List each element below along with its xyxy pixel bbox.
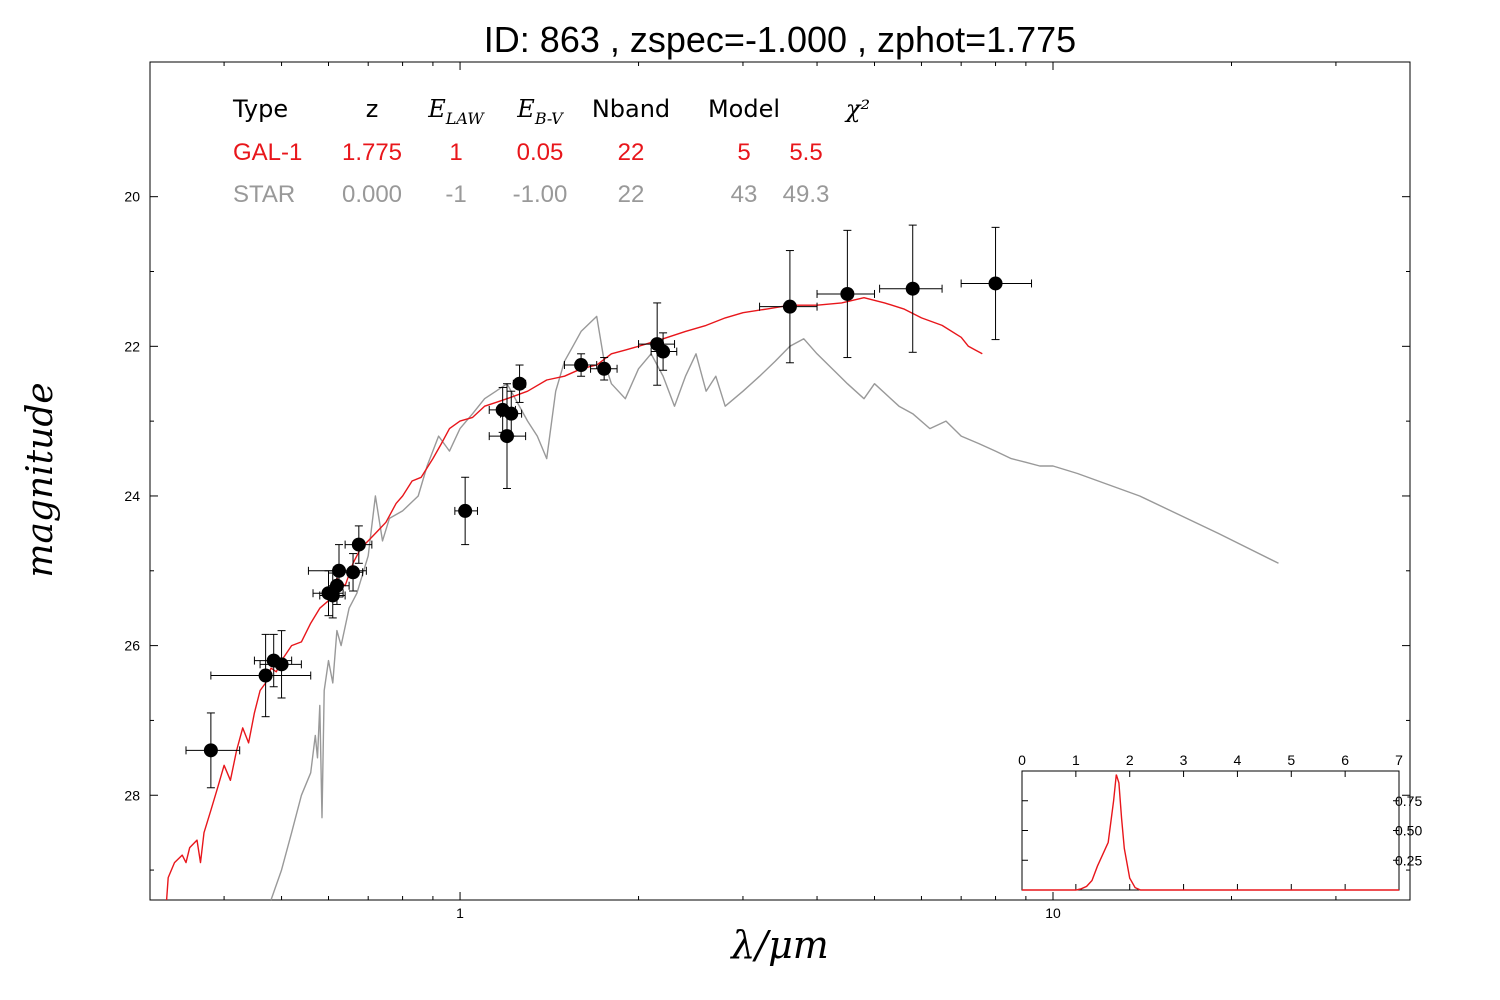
photometry-point	[344, 525, 373, 564]
fit-table-header-cell: Model	[708, 95, 780, 123]
photometry-point	[879, 224, 943, 353]
fit-table-header-cell: z	[366, 95, 379, 123]
y-tick-label: 22	[124, 338, 140, 354]
photometry-point	[259, 630, 302, 699]
inset-pdz-plot: 0 1 2 3 4 5 6 7 0.25 0.50 0.75	[1018, 752, 1422, 891]
fit-table-header-cell: χ²	[844, 95, 870, 123]
y-tick-label: 24	[124, 488, 140, 504]
photometry-point	[499, 390, 523, 437]
series-gal-1-line	[165, 297, 983, 901]
photometry-marker	[574, 358, 589, 373]
photometry-marker	[329, 578, 344, 593]
photometry-point	[454, 476, 478, 546]
fit-table-cell: -1	[445, 181, 466, 208]
fit-results-table: Type z ELAW EB-V Nband Model χ² GAL-1 1.775 1 0.05…	[232, 95, 870, 208]
photometry-point	[342, 553, 364, 592]
y-tick-label: 28	[124, 787, 140, 803]
inset-x-tick-label: 2	[1126, 752, 1134, 768]
y-axis-label: magnitude	[20, 382, 61, 577]
fit-table-header-cell: EB-V	[516, 95, 564, 128]
inset-x-tick-label: 5	[1287, 752, 1295, 768]
y-tick-label: 26	[124, 638, 140, 654]
photometry-marker	[458, 503, 473, 518]
inset-pdz-curve	[1022, 774, 1399, 891]
inset-x-tick-label: 1	[1072, 752, 1080, 768]
photometry-point	[960, 226, 1033, 341]
photometry-marker	[499, 429, 514, 444]
photometry-marker	[504, 406, 519, 421]
series-star-line	[270, 315, 1279, 901]
photometry-marker	[203, 743, 218, 758]
photometry-point	[512, 364, 527, 403]
fit-table-header-cell: ELAW	[427, 95, 485, 128]
photometry-point	[307, 544, 367, 598]
fit-table-header-cell: Type	[232, 95, 288, 123]
main-model-curves	[165, 297, 1279, 901]
inset-x-tick-label: 3	[1180, 752, 1188, 768]
x-tick-label: 1	[456, 905, 464, 921]
fit-table-cell: 1.775	[342, 139, 402, 166]
inset-x-tick-label: 0	[1018, 752, 1026, 768]
main-photometry-points	[185, 224, 1033, 789]
fit-table-cell: 43	[731, 181, 758, 208]
photometry-point	[816, 229, 876, 359]
fit-table-cell: 22	[618, 181, 645, 208]
inset-y-tick-label: 0.50	[1395, 823, 1422, 839]
fit-table-cell: 1	[449, 139, 462, 166]
x-axis-label: λ/μm	[729, 923, 829, 967]
fit-table-cell: STAR	[233, 181, 295, 208]
fit-table-header-cell: Nband	[592, 95, 670, 123]
fit-table-cell: -1.00	[513, 181, 568, 208]
fit-table-cell: 49.3	[783, 181, 830, 208]
fit-table-row: GAL-1 1.775 1 0.05 22 5 5.5	[233, 139, 823, 166]
main-plot-frame	[149, 61, 1411, 901]
photometry-marker	[332, 563, 347, 578]
inset-x-tick-label: 7	[1395, 752, 1403, 768]
x-tick-label: 10	[1045, 905, 1061, 921]
photometry-marker	[988, 276, 1003, 291]
photometry-point	[638, 302, 676, 386]
photometry-point	[563, 353, 598, 377]
photometry-point	[650, 332, 678, 371]
inset-x-tick-label: 4	[1234, 752, 1242, 768]
inset-x-tick-label: 6	[1341, 752, 1349, 768]
photometry-point	[590, 357, 618, 381]
inset-plot-frame	[1021, 770, 1400, 891]
photometry-marker	[782, 299, 797, 314]
inset-y-tick-label: 0.75	[1395, 793, 1422, 809]
photometry-marker	[346, 565, 361, 580]
fit-table-cell: 0.05	[517, 139, 564, 166]
photometry-point	[319, 572, 346, 619]
fit-table-cell: GAL-1	[233, 139, 302, 166]
fit-table-cell: 5.5	[789, 139, 822, 166]
fit-table-cell: 5	[737, 139, 750, 166]
photometry-marker	[905, 281, 920, 296]
photometry-marker	[656, 344, 671, 359]
photometry-point	[185, 712, 241, 789]
inset-axis-ticks: 0 1 2 3 4 5 6 7 0.25 0.50 0.75	[1018, 752, 1422, 890]
fit-table-header: Type z ELAW EB-V Nband Model χ²	[232, 95, 870, 128]
photometry-marker	[840, 286, 855, 301]
photometry-point	[210, 633, 312, 718]
inset-pdz-line	[1022, 774, 1399, 891]
fit-table-cell: 22	[618, 139, 645, 166]
fit-table-row: STAR 0.000 -1 -1.00 22 43 49.3	[233, 181, 829, 208]
fit-table-cell: 0.000	[342, 181, 402, 208]
y-tick-label: 20	[124, 189, 140, 205]
photometry-point	[759, 250, 818, 364]
photometry-marker	[351, 537, 366, 552]
photometry-marker	[512, 376, 527, 391]
photometry-marker	[258, 668, 273, 683]
photometry-marker	[597, 361, 612, 376]
figure-title: ID: 863 , zspec=-1.000 , zphot=1.775	[484, 19, 1076, 60]
photometry-marker	[274, 657, 289, 672]
inset-y-tick-label: 0.25	[1395, 852, 1422, 868]
